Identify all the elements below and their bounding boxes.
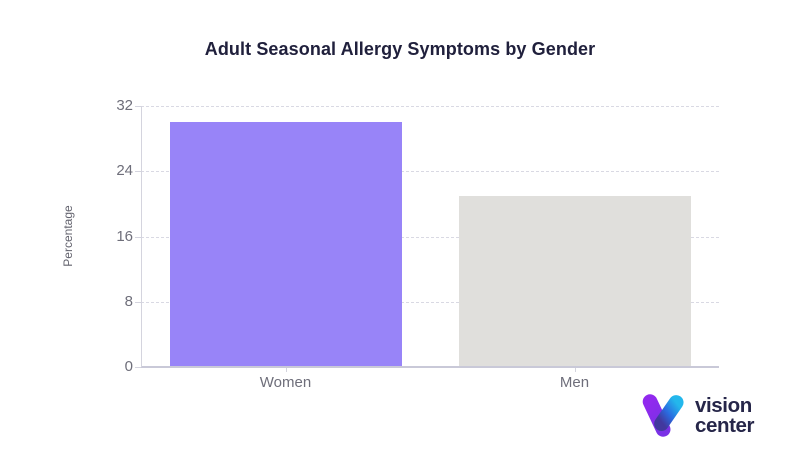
y-tick-16 xyxy=(135,236,141,238)
y-tick-24 xyxy=(135,171,141,173)
y-tick-label-8: 8 xyxy=(124,292,133,310)
gridline-16 xyxy=(141,236,719,238)
logo-text-line1: vision xyxy=(695,393,752,417)
y-tick-0 xyxy=(135,367,141,368)
x-category-label-men: Men xyxy=(559,374,590,391)
gridline-24 xyxy=(141,171,719,173)
x-tick-men xyxy=(574,367,576,372)
y-tick-8 xyxy=(135,301,141,303)
v-checkmark-icon xyxy=(642,394,684,437)
vision-center-logo: vision center xyxy=(637,391,755,440)
y-tick-label-24: 24 xyxy=(116,162,133,180)
x-category-label-women: Women xyxy=(259,374,312,391)
chart-title: Adult Seasonal Allergy Symptoms by Gende… xyxy=(204,39,596,59)
y-tick-label-16: 16 xyxy=(116,227,133,245)
x-tick-women xyxy=(285,367,287,372)
y-tick-label-0: 0 xyxy=(124,358,133,375)
bar-men[interactable] xyxy=(458,195,691,367)
y-axis-line xyxy=(141,106,142,367)
x-axis-line xyxy=(141,366,719,368)
gridline-8 xyxy=(141,301,719,303)
logo-text: vision center xyxy=(695,393,755,437)
plot-area xyxy=(135,106,719,368)
y-tick-32 xyxy=(135,106,141,107)
logo-text-line2: center xyxy=(695,413,755,437)
gridline-32 xyxy=(141,106,719,107)
y-tick-label-32: 32 xyxy=(116,97,133,114)
bar-women[interactable] xyxy=(169,122,402,367)
